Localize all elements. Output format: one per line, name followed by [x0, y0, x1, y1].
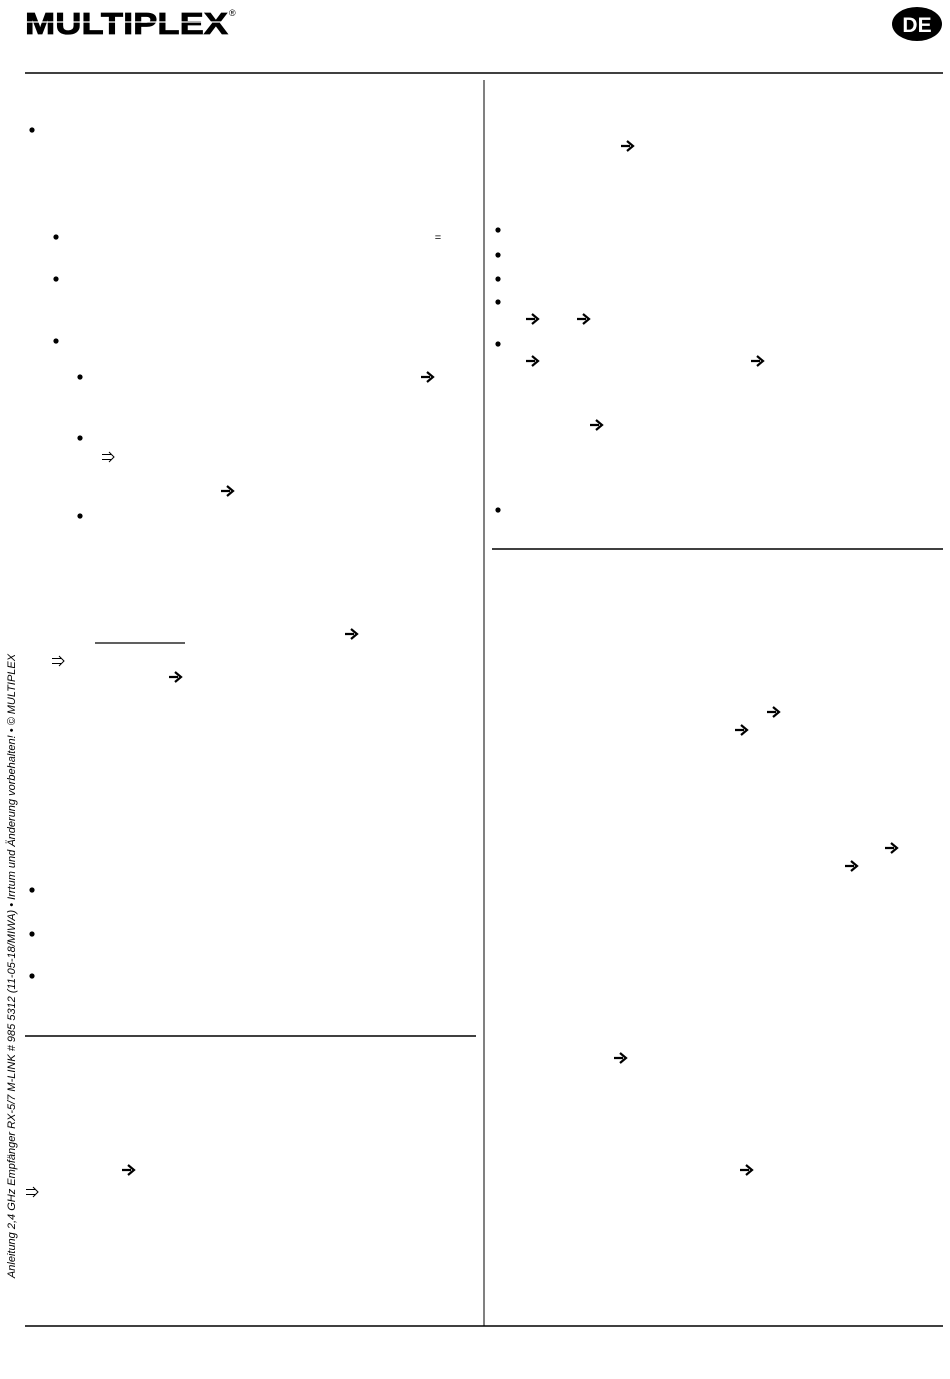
- arrow-icon: [885, 842, 899, 854]
- arrow-icon: [735, 724, 749, 736]
- bullet: [29, 887, 35, 893]
- bullet: [495, 507, 501, 513]
- bullet: [495, 227, 501, 233]
- bullet: [53, 276, 59, 282]
- arrow-icon: [122, 1164, 136, 1176]
- bullet: [495, 276, 501, 282]
- bullet: [495, 341, 501, 347]
- bullet: [77, 435, 83, 441]
- bullet: [495, 252, 501, 258]
- implies-icon: [102, 451, 115, 463]
- bullet: [53, 234, 59, 240]
- arrow-icon: [614, 1052, 628, 1064]
- registered-mark: ®: [229, 8, 236, 18]
- bullet: [53, 338, 59, 344]
- arrow-icon: [526, 313, 540, 325]
- bullet: [29, 931, 35, 937]
- bullet: [77, 513, 83, 519]
- arrow-icon: [577, 313, 591, 325]
- equals-sign: =: [435, 232, 441, 244]
- language-badge-bg: [892, 7, 942, 41]
- bullet: [29, 973, 35, 979]
- arrow-icon: [621, 140, 635, 152]
- arrow-icon: [526, 355, 540, 367]
- arrow-icon: [590, 419, 604, 431]
- bullet: [77, 374, 83, 380]
- side-note: Anleitung 2,4 GHz Empfänger RX-5/7 M-LIN…: [6, 653, 18, 1279]
- arrow-icon: [751, 355, 765, 367]
- implies-icon: [52, 655, 65, 667]
- arrow-icon: [767, 706, 781, 718]
- arrow-icon: [345, 628, 359, 640]
- implies-icon: [26, 1186, 39, 1198]
- arrow-icon: [421, 371, 435, 383]
- arrow-icon: [845, 860, 859, 872]
- arrow-icon: [740, 1164, 754, 1176]
- bullet: [495, 299, 501, 305]
- language-badge: DE: [902, 14, 931, 37]
- logo: MULTIPLEX: [25, 6, 228, 41]
- arrow-icon: [169, 671, 183, 683]
- bullet: [29, 127, 35, 133]
- arrow-icon: [221, 485, 235, 497]
